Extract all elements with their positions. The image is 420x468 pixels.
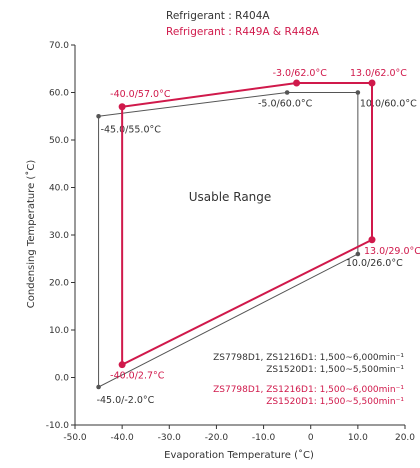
series-0: -45.0/55.0°C -5.0/60.0°C 10.0/60.0°C 10.0/2…: [96, 90, 417, 406]
data-point: [368, 236, 376, 244]
speed-notes: ZS7798D1, ZS1216D1: 1,500~6,000min⁻¹ ZS15…: [213, 353, 404, 407]
x-tick-label: -40.0: [110, 433, 134, 443]
x-tick-label: -30.0: [158, 433, 182, 443]
y-tick-label: -10.0: [46, 421, 70, 431]
x-tick-label: -10.0: [252, 433, 276, 443]
data-point: [284, 90, 290, 95]
y-tick-label: 50.0: [49, 136, 69, 146]
x-tick-label: 20.0: [395, 433, 415, 443]
speed-note-line: ZS7798D1, ZS1216D1: 1,500~6,000min⁻¹: [213, 385, 404, 395]
series-1: -40.0/57.0°C -3.0/62.0°C 13.0/62.0°C 13.0/2…: [110, 68, 420, 382]
point-label: 10.0/26.0°C: [346, 258, 403, 269]
series-outline: [98, 92, 359, 388]
series-layer: -45.0/55.0°C -5.0/60.0°C 10.0/60.0°C 10.0/2…: [96, 68, 420, 406]
legend-r449a-r448a: Refrigerant : R449A & R448A: [166, 26, 320, 38]
data-point: [355, 251, 361, 257]
x-tick-label: 0: [308, 433, 314, 443]
point-label: -3.0/62.0°C: [273, 68, 328, 79]
y-tick-label: 60.0: [49, 89, 69, 99]
x-tick-label: -20.0: [205, 433, 229, 443]
data-point: [118, 103, 126, 111]
y-tick-label: 20.0: [49, 279, 69, 289]
x-axis-title: Evaporation Temperature (˚C): [164, 449, 314, 461]
point-label: -40.0/57.0°C: [110, 89, 171, 100]
y-axis-ticks: -10.0 0.0 10.0 20.0 30.0 40.0 50.0 60.0 70.0: [46, 41, 75, 431]
point-label: 10.0/60.0°C: [360, 99, 417, 110]
y-axis-title: Condensing Temperature (˚C): [25, 160, 37, 309]
data-point: [368, 79, 376, 87]
y-tick-label: 70.0: [49, 41, 69, 51]
x-tick-label: -50.0: [63, 433, 87, 443]
point-label: -40.0/2.7°C: [110, 371, 165, 382]
x-axis-ticks: -50.0 -40.0 -30.0 -20.0 -10.0 0 10.0 20.0: [63, 425, 415, 443]
data-point: [118, 361, 126, 369]
y-tick-label: 40.0: [49, 184, 69, 194]
data-point: [96, 384, 101, 390]
point-label: 13.0/29.0°C: [364, 246, 420, 257]
point-label: -45.0/55.0°C: [101, 124, 162, 135]
data-point: [355, 90, 361, 95]
usable-range-label: Usable Range: [189, 190, 272, 204]
y-tick-label: 30.0: [49, 231, 69, 241]
point-label: -5.0/60.0°C: [258, 99, 313, 110]
x-tick-label: 10.0: [348, 433, 368, 443]
point-label: 13.0/62.0°C: [350, 68, 407, 79]
point-label: -45.0/-2.0°C: [97, 395, 155, 406]
legend-r404a: Refrigerant : R404A: [166, 10, 270, 22]
speed-note-line: ZS7798D1, ZS1216D1: 1,500~6,000min⁻¹: [213, 353, 404, 363]
data-point: [293, 79, 301, 87]
y-tick-label: 0.0: [55, 374, 70, 384]
data-point: [96, 113, 101, 119]
y-tick-label: 10.0: [49, 326, 69, 336]
speed-note-line: ZS1520D1: 1,500~5,500min⁻¹: [266, 365, 404, 375]
series-outline: [121, 82, 373, 367]
speed-note-line: ZS1520D1: 1,500~5,500min⁻¹: [266, 397, 404, 407]
